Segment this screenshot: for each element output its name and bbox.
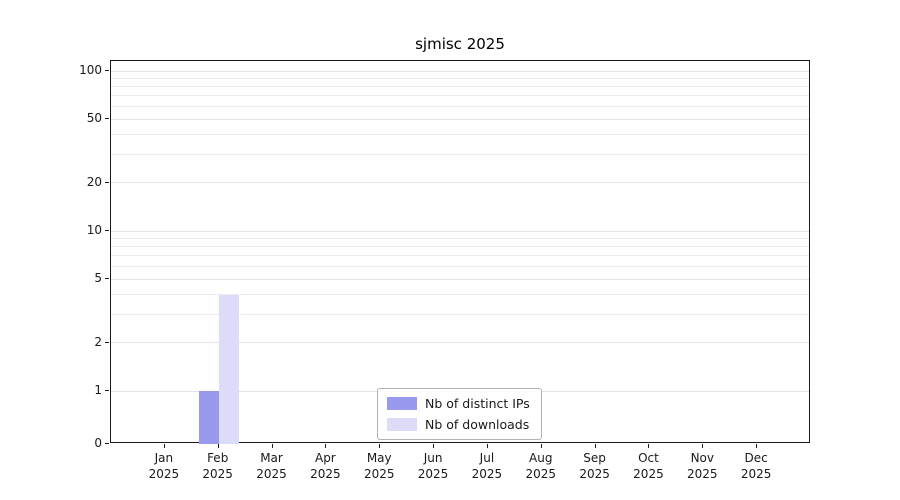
x-tick-mark bbox=[648, 444, 650, 448]
x-tick-month: Mar bbox=[260, 451, 283, 465]
x-tick-mark bbox=[594, 444, 596, 448]
x-tick-month: Jul bbox=[479, 451, 495, 465]
x-tick-year: 2025 bbox=[633, 467, 664, 481]
gridline bbox=[111, 118, 809, 120]
gridline bbox=[111, 237, 809, 239]
y-tick-mark bbox=[105, 181, 109, 183]
x-tick-year: 2025 bbox=[310, 467, 341, 481]
x-tick-year: 2025 bbox=[148, 467, 180, 481]
x-tick-month: Aug bbox=[529, 451, 553, 465]
x-tick-month: Dec bbox=[744, 451, 768, 465]
x-tick-mark bbox=[702, 444, 704, 448]
plot-area bbox=[110, 60, 810, 444]
gridline bbox=[111, 294, 809, 296]
legend-swatch-downloads bbox=[387, 418, 417, 431]
x-tick-label: Oct 2025 bbox=[618, 450, 678, 482]
x-tick-label: Nov 2025 bbox=[672, 450, 732, 482]
legend-label-downloads: Nb of downloads bbox=[425, 417, 530, 432]
gridline bbox=[111, 230, 809, 232]
x-tick-month: Jun bbox=[423, 451, 443, 465]
gridline bbox=[111, 314, 809, 316]
y-tick-label: 1 bbox=[94, 383, 102, 397]
legend-label-distinct-ips: Nb of distinct IPs bbox=[425, 396, 530, 411]
x-tick-label: Aug 2025 bbox=[511, 450, 571, 482]
y-tick-mark bbox=[105, 70, 109, 71]
gridline bbox=[111, 265, 809, 267]
y-tick-label: 2 bbox=[94, 334, 102, 349]
y-tick-mark bbox=[105, 390, 109, 391]
gridline bbox=[111, 342, 809, 344]
x-tick-mark bbox=[217, 444, 219, 448]
x-tick-mark bbox=[379, 444, 381, 448]
gridline bbox=[111, 182, 809, 184]
legend-item-distinct-ips: Nb of distinct IPs bbox=[387, 396, 530, 411]
gridline bbox=[111, 134, 809, 136]
x-tick-label: Feb 2025 bbox=[188, 450, 248, 482]
x-tick-label: May 2025 bbox=[349, 450, 409, 482]
x-tick-label: Mar 2025 bbox=[242, 450, 302, 482]
x-tick-label: Apr 2025 bbox=[295, 450, 355, 482]
x-tick-year: 2025 bbox=[202, 467, 233, 481]
gridline bbox=[111, 77, 809, 79]
legend-item-downloads: Nb of downloads bbox=[387, 417, 530, 432]
y-tick-label: 20 bbox=[86, 174, 102, 189]
x-tick-mark bbox=[756, 444, 758, 448]
x-tick-month: May bbox=[366, 451, 392, 465]
gridline bbox=[111, 105, 809, 107]
bar-downloads bbox=[218, 294, 239, 444]
x-tick-year: 2025 bbox=[740, 467, 772, 481]
x-tick-mark bbox=[433, 444, 435, 448]
x-tick-year: 2025 bbox=[256, 467, 287, 481]
y-tick-label: 50 bbox=[86, 111, 102, 126]
x-tick-label: Dec 2025 bbox=[726, 450, 786, 482]
gridline bbox=[111, 95, 809, 97]
x-tick-mark bbox=[271, 444, 273, 448]
x-tick-year: 2025 bbox=[471, 467, 503, 481]
y-tick-label: 100 bbox=[79, 63, 102, 77]
y-tick-label: 0 bbox=[94, 436, 102, 450]
x-tick-month: Jan bbox=[154, 451, 174, 465]
gridline bbox=[111, 255, 809, 257]
x-tick-mark bbox=[325, 444, 327, 448]
x-tick-label: Jun 2025 bbox=[403, 450, 463, 482]
y-tick-mark bbox=[105, 118, 109, 120]
gridline bbox=[111, 86, 809, 87]
x-tick-label: Jul 2025 bbox=[457, 450, 517, 482]
y-tick-mark bbox=[105, 230, 109, 231]
x-tick-label: Sep 2025 bbox=[565, 450, 625, 482]
x-tick-month: Oct bbox=[638, 451, 659, 465]
y-tick-mark bbox=[105, 341, 109, 343]
gridline bbox=[111, 278, 809, 280]
x-tick-label: Jan 2025 bbox=[134, 450, 194, 482]
gridline bbox=[111, 154, 809, 156]
x-tick-year: 2025 bbox=[579, 467, 610, 481]
x-tick-month: Apr bbox=[314, 451, 336, 465]
gridline bbox=[111, 246, 809, 247]
y-tick-label: 5 bbox=[94, 271, 102, 286]
x-tick-month: Feb bbox=[207, 451, 229, 465]
y-tick-label: 10 bbox=[86, 223, 102, 237]
x-tick-month: Nov bbox=[690, 451, 714, 465]
gridline bbox=[111, 70, 809, 72]
x-tick-year: 2025 bbox=[525, 467, 557, 481]
x-tick-mark bbox=[486, 444, 488, 448]
x-tick-month: Sep bbox=[583, 451, 606, 465]
x-tick-mark bbox=[163, 444, 165, 448]
legend: Nb of distinct IPs Nb of downloads bbox=[377, 388, 542, 440]
x-tick-year: 2025 bbox=[417, 467, 449, 481]
legend-swatch-distinct-ips bbox=[387, 397, 417, 410]
y-tick-mark bbox=[105, 278, 109, 280]
bar-distinct-ips bbox=[198, 391, 219, 444]
x-tick-year: 2025 bbox=[363, 467, 395, 481]
x-tick-year: 2025 bbox=[687, 467, 718, 481]
chart-title: sjmisc 2025 bbox=[415, 35, 505, 53]
x-tick-mark bbox=[540, 444, 542, 448]
y-tick-mark bbox=[105, 443, 109, 444]
